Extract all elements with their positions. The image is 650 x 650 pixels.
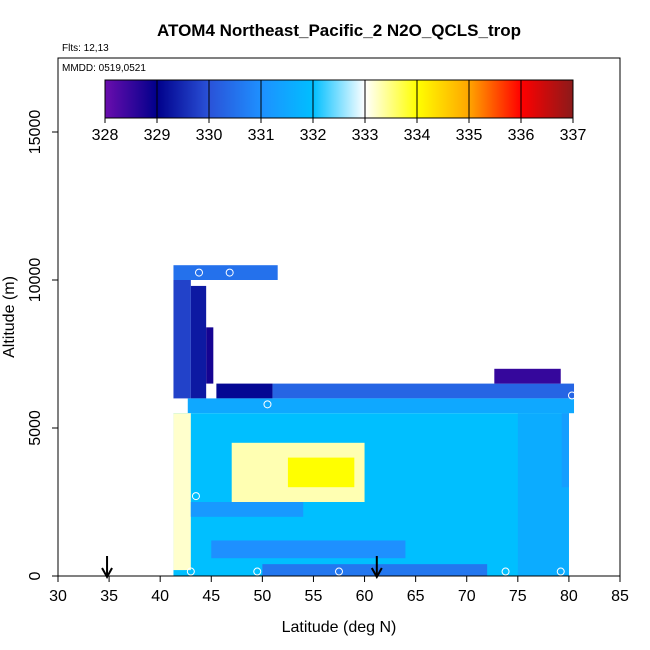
plot-frame: [57, 57, 621, 577]
y-tick-label: 10000: [27, 258, 44, 303]
latitude-arrow: [370, 556, 383, 580]
sample-marker: [253, 567, 262, 576]
heatmap-cell: [561, 413, 569, 488]
sample-marker: [501, 567, 510, 576]
sample-marker: [195, 268, 204, 277]
dates-note: MMDD: 0519,0521: [62, 63, 146, 74]
colorbar-tick-label: 334: [404, 127, 431, 144]
heatmap-cell: [211, 540, 406, 559]
heatmap-cell: [187, 398, 575, 414]
x-tick-label: 35: [100, 588, 118, 605]
heatmap-cell: [206, 327, 214, 384]
sample-marker: [186, 567, 195, 576]
x-tick-label: 85: [611, 588, 629, 605]
colorbar-tick-label: 335: [456, 127, 483, 144]
colorbar-tick-label: 329: [144, 127, 171, 144]
heatmap-cells: [173, 265, 575, 576]
heatmap-cell: [287, 457, 355, 488]
x-tick-label: 55: [305, 588, 323, 605]
x-axis-title: Latitude (deg N): [282, 619, 397, 636]
x-tick-label: 30: [49, 588, 67, 605]
heatmap-cell: [190, 502, 304, 517]
x-tick-label: 60: [356, 588, 374, 605]
heatmap-cell: [190, 285, 207, 399]
heatmap-cell: [173, 265, 278, 280]
colorbar: 328 329 330 331 332 333 334 335 336 337: [92, 79, 587, 144]
colorbar-tick-label: 336: [508, 127, 535, 144]
heatmap-cell: [173, 413, 191, 571]
sample-marker: [567, 391, 576, 400]
y-tick-label: 5000: [27, 410, 44, 446]
heatmap-cell: [173, 280, 191, 399]
chart-title: ATOM4 Northeast_Pacific_2 N2O_QCLS_trop: [157, 21, 521, 40]
colorbar-gradient: [104, 79, 574, 119]
latitude-arrows: [101, 556, 383, 580]
sample-marker: [191, 492, 200, 501]
x-tick-label: 70: [458, 588, 476, 605]
colorbar-tick-label: 331: [248, 127, 275, 144]
heatmap-cell: [272, 383, 575, 399]
y-tick-label: 0: [27, 571, 44, 580]
flights-note: Flts: 12,13: [62, 43, 109, 54]
x-tick-label: 45: [202, 588, 220, 605]
colorbar-tick-label: 332: [300, 127, 327, 144]
colorbar-tick-label: 330: [196, 127, 223, 144]
latitude-arrow: [101, 556, 113, 580]
x-tick-label: 65: [407, 588, 425, 605]
heatmap-cell: [494, 368, 561, 384]
heatmap-cell: [216, 383, 273, 399]
sample-marker: [556, 567, 565, 576]
colorbar-tick-label: 333: [352, 127, 379, 144]
sample-marker: [263, 400, 272, 409]
x-tick-label: 40: [151, 588, 169, 605]
sample-marker: [225, 268, 234, 277]
y-axis-title: Altitude (m): [1, 276, 18, 358]
y-tick-label: 15000: [27, 110, 44, 155]
heatmap-cell: [517, 413, 569, 576]
y-axis: 0 5000 10000 15000: [27, 110, 58, 580]
colorbar-tick-label: 337: [560, 127, 587, 144]
colorbar-tick-label: 328: [92, 127, 119, 144]
heatmap-cell: [262, 564, 488, 576]
x-axis: 30 35 40 45 50 55 60 65 70 75 80 85: [49, 576, 629, 605]
x-tick-label: 50: [253, 588, 271, 605]
sample-markers: [186, 268, 576, 576]
sample-marker: [335, 567, 343, 576]
x-tick-label: 80: [560, 588, 578, 605]
x-tick-label: 75: [509, 588, 527, 605]
